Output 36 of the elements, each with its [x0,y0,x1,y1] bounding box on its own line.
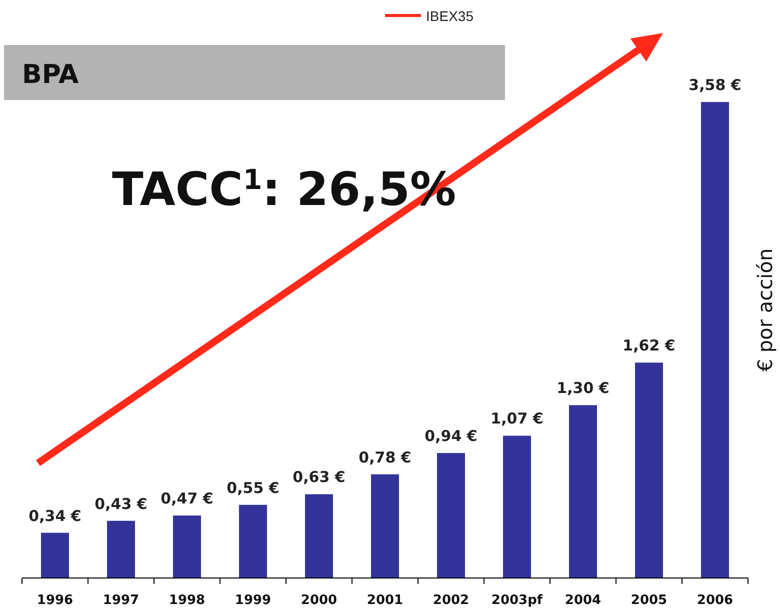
x-tick-label: 2004 [564,593,602,608]
x-tick-label: 1997 [102,593,140,608]
text: IBEX35 [426,8,474,24]
bar [305,494,333,578]
bar [173,516,201,578]
bar [41,532,69,578]
data-label: 0,55 € [226,478,280,497]
data-label: 3,58 € [688,76,742,94]
bar [635,362,663,578]
data-label: 0,94 € [424,427,478,446]
data-label: 0,63 € [292,468,346,486]
data-label: 1,07 € [490,410,544,428]
bar [239,504,267,578]
y-axis-title: € por acción [753,248,777,372]
data-label: 0,43 € [94,494,148,513]
x-tick-label: 1996 [36,593,74,608]
bar [503,436,531,578]
data-label: 0,34 € [28,506,82,525]
data-label: 0,78 € [358,448,412,466]
x-tick-label: 1999 [234,593,272,608]
x-tick-label: 1998 [168,593,206,608]
bar [437,453,465,578]
data-label: 1,30 € [556,379,610,398]
x-tick-label: 2001 [366,593,404,608]
bar [107,520,135,578]
x-tick-label: 2006 [696,593,734,608]
data-label: 1,62 € [622,336,676,355]
bar [569,405,597,578]
x-tick-label: 2003pf [491,593,543,608]
data-label: 0,47 € [160,490,214,508]
chart-title: BPA [22,60,79,90]
bar [371,474,399,578]
x-tick-label: 2005 [630,593,668,608]
x-tick-label: 2002 [432,593,470,608]
x-tick-label: 2000 [300,593,338,608]
bar [701,102,729,578]
